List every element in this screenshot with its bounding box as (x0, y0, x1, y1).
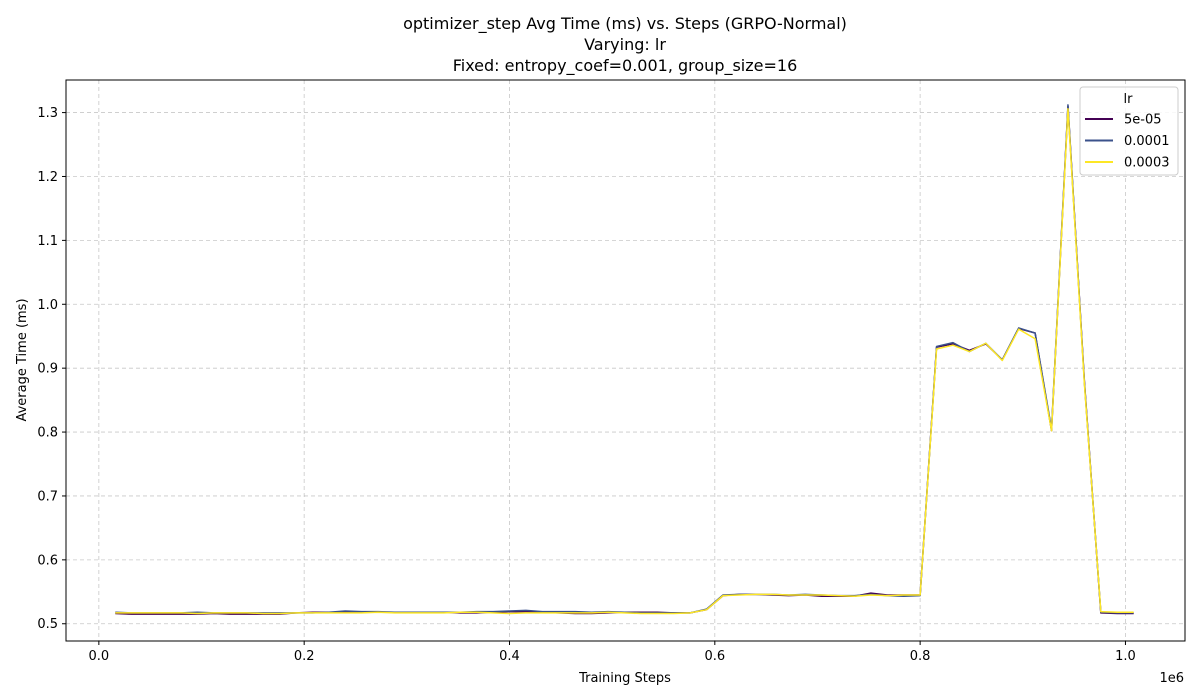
legend-items: 5e-05 0.0001 0.0003 (1085, 113, 1170, 171)
y-tick-label: 0.5 (37, 617, 58, 632)
legend: lr 5e-05 0.0001 0.0003 (1079, 86, 1179, 176)
chart-title-line-2: Varying: lr (584, 35, 666, 54)
chart-title-line-1: optimizer_step Avg Time (ms) vs. Steps (… (403, 14, 847, 34)
x-tick-label: 0.2 (294, 649, 315, 664)
y-tick-label: 1.0 (37, 298, 58, 313)
legend-box (1079, 86, 1179, 176)
y-axis-ticks: 0.5 0.6 0.7 0.8 0.9 1.0 1.1 1.2 1.3 (37, 106, 66, 632)
x-axis-label: Training Steps (578, 671, 671, 686)
series-line-3 (115, 108, 1134, 615)
x-tick-label: 0.8 (910, 649, 931, 664)
x-tick-label: 0.4 (499, 649, 520, 664)
legend-title: lr (1124, 92, 1134, 107)
y-tick-label: 1.1 (37, 234, 58, 249)
legend-label-2: 0.0001 (1124, 134, 1170, 149)
x-axis-offset-label: 1e6 (1159, 671, 1184, 686)
x-tick-label: 0.6 (704, 649, 725, 664)
y-tick-label: 0.6 (37, 553, 58, 568)
legend-label-3: 0.0003 (1124, 156, 1170, 171)
y-tick-label: 1.3 (37, 106, 58, 121)
series-lines (115, 104, 1134, 615)
y-tick-label: 0.8 (37, 426, 58, 441)
y-tick-label: 0.9 (37, 362, 58, 377)
x-tick-label: 1.0 (1115, 649, 1136, 664)
y-tick-label: 0.7 (37, 489, 58, 504)
y-tick-label: 1.2 (37, 170, 58, 185)
x-tick-label: 0.0 (89, 649, 110, 664)
grid-lines (66, 80, 1185, 641)
legend-label-1: 5e-05 (1124, 113, 1162, 128)
y-axis-label: Average Time (ms) (15, 298, 30, 421)
plot-frame (65, 79, 1186, 642)
x-axis-ticks: 0.0 0.2 0.4 0.6 0.8 1.0 (89, 641, 1136, 664)
chart-title-line-3: Fixed: entropy_coef=0.001, group_size=16 (453, 56, 798, 76)
